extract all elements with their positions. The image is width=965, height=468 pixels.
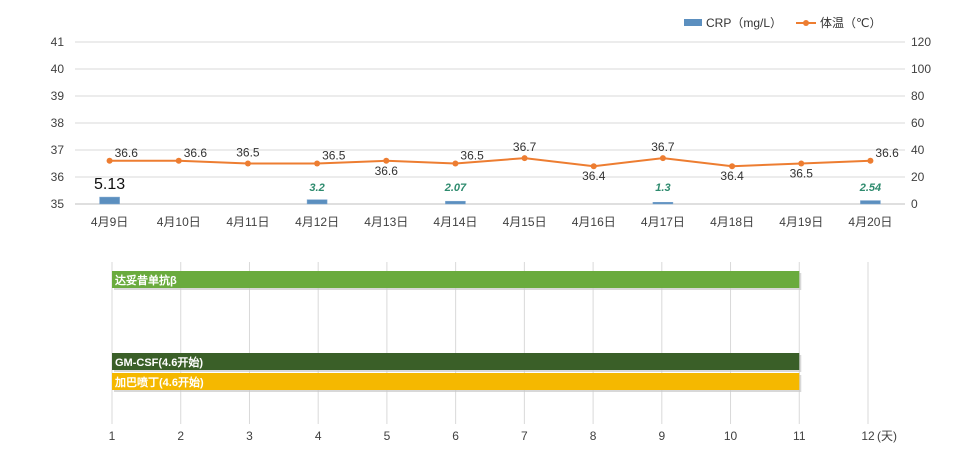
left-tick-label: 40 (51, 62, 65, 76)
gantt-x-axis-ticks: 1 2 3 4 5 6 7 8 9 10 11 12 (天) (109, 429, 897, 443)
temperature-point (798, 160, 805, 167)
temperature-point (659, 155, 666, 162)
left-tick-label: 37 (51, 143, 65, 157)
gantt-tick-label: 9 (658, 429, 665, 443)
gantt-bars: 达妥昔单抗β GM-CSF(4.6开始) 加巴喷丁(4.6开始) (112, 271, 802, 392)
gantt-bar (112, 271, 800, 288)
crp-data-label: 3.2 (309, 182, 324, 194)
gantt-tick-label: 7 (521, 429, 528, 443)
temperature-point (590, 163, 597, 170)
temperature-point (383, 157, 390, 164)
gantt-bar-label: 加巴喷丁(4.6开始) (114, 375, 204, 389)
crp-bars: 5.13 3.2 2.07 1.3 2.54 (94, 176, 881, 205)
temperature-data-label: 36.7 (651, 140, 675, 154)
gantt-tick-label: 8 (590, 429, 597, 443)
left-y-axis-ticks: 35 36 37 38 39 40 41 (51, 35, 65, 211)
x-tick-label: 4月11日 (226, 215, 269, 229)
gantt-bar-label: 达妥昔单抗β (115, 273, 177, 287)
x-tick-label: 4月13日 (364, 215, 408, 229)
x-tick-label: 4月18日 (710, 215, 754, 229)
temperature-point (175, 157, 182, 164)
gantt-bar-label: GM-CSF(4.6开始) (115, 355, 203, 369)
temperature-data-label: 36.6 (184, 146, 208, 160)
x-tick-label: 4月16日 (572, 215, 616, 229)
x-tick-label: 4月17日 (641, 215, 685, 229)
gantt-unit-label: (天) (877, 429, 897, 443)
crp-data-label: 5.13 (94, 176, 125, 193)
top-chart-gridlines (75, 41, 905, 205)
temperature-data-label: 36.6 (875, 146, 899, 160)
gantt-bar (112, 373, 800, 390)
crp-bar (99, 196, 120, 205)
temperature-point (521, 155, 528, 162)
right-tick-label: 40 (911, 143, 925, 157)
right-tick-label: 80 (911, 89, 925, 103)
crp-bar (860, 200, 881, 205)
x-tick-label: 4月20日 (848, 215, 892, 229)
temperature-point (106, 157, 113, 164)
right-tick-label: 120 (911, 35, 931, 49)
left-tick-label: 35 (51, 197, 65, 211)
x-tick-label: 4月15日 (503, 215, 547, 229)
temperature-data-label: 36.5 (322, 149, 346, 163)
temperature-point (867, 157, 874, 164)
right-tick-label: 100 (911, 62, 931, 76)
gantt-tick-label: 3 (246, 429, 253, 443)
legend-crp-swatch (684, 19, 702, 26)
left-tick-label: 41 (51, 35, 65, 49)
right-tick-label: 0 (911, 197, 918, 211)
gantt-tick-label: 1 (109, 429, 116, 443)
temperature-point (452, 160, 459, 167)
gantt-tick-label: 2 (177, 429, 184, 443)
x-tick-label: 4月14日 (433, 215, 477, 229)
crp-bar (652, 201, 674, 205)
temperature-series-line (109, 157, 871, 168)
left-tick-label: 36 (51, 170, 65, 184)
temperature-line: 36.6 36.6 36.5 36.5 36.6 36.5 36.7 36.4 36.7 36.4… (106, 140, 899, 183)
temperature-data-label: 36.6 (115, 146, 139, 160)
x-tick-label: 4月9日 (91, 215, 128, 229)
legend-temp-label: 体温（℃） (820, 16, 881, 30)
gantt-tick-label: 12 (861, 429, 875, 443)
legend-crp-label: CRP（mg/L） (706, 16, 782, 30)
right-tick-label: 20 (911, 170, 925, 184)
temperature-data-label: 36.5 (236, 146, 260, 160)
temperature-data-label: 36.4 (720, 169, 744, 183)
crp-bar (445, 200, 466, 205)
crp-bar (306, 199, 328, 205)
temperature-data-label: 36.6 (375, 164, 399, 178)
gantt-bar (112, 353, 800, 370)
gantt-tick-label: 5 (384, 429, 391, 443)
temperature-data-label: 36.4 (582, 169, 606, 183)
x-tick-label: 4月12日 (295, 215, 339, 229)
gantt-tick-label: 4 (315, 429, 322, 443)
legend-temp-marker (803, 20, 809, 26)
temperature-data-label: 36.5 (460, 149, 484, 163)
gantt-tick-label: 11 (793, 429, 806, 443)
gantt-tick-label: 6 (452, 429, 459, 443)
chart-legend: CRP（mg/L） 体温（℃） (684, 16, 881, 30)
crp-data-label: 2.54 (859, 182, 881, 194)
x-tick-label: 4月10日 (157, 215, 201, 229)
x-tick-label: 4月19日 (779, 215, 823, 229)
right-y-axis-ticks: 0 20 40 60 80 100 120 (911, 35, 931, 211)
temperature-point (314, 160, 321, 167)
left-tick-label: 38 (51, 116, 65, 130)
temperature-point (729, 163, 736, 170)
gantt-tick-label: 10 (724, 429, 738, 443)
left-tick-label: 39 (51, 89, 65, 103)
x-axis-date-labels: 4月9日 4月10日 4月11日 4月12日 4月13日 4月14日 4月15日 4月16日 4… (91, 215, 893, 229)
right-tick-label: 60 (911, 116, 925, 130)
temperature-point (244, 160, 251, 167)
temperature-data-label: 36.5 (790, 167, 814, 181)
temperature-data-label: 36.7 (513, 140, 537, 154)
crp-data-label: 1.3 (655, 182, 670, 194)
crp-data-label: 2.07 (444, 182, 467, 194)
